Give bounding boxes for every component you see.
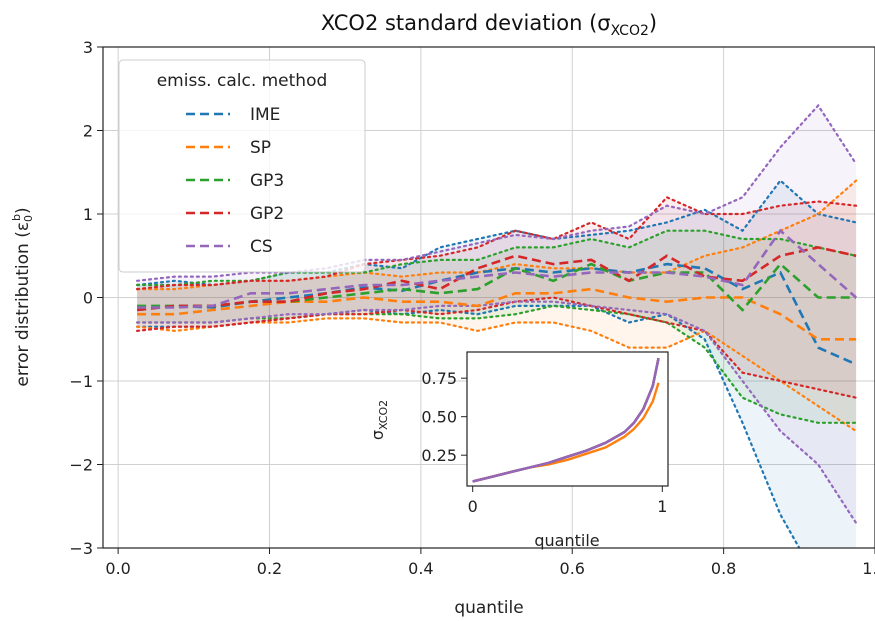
inset-y-tick-label: 0.25 — [421, 446, 457, 465]
inset-background — [467, 352, 668, 486]
x-tick-label: 1.0 — [862, 559, 875, 578]
legend-frame — [118, 59, 366, 273]
upper-line-gp2 — [136, 195, 858, 291]
band-gp2 — [137, 197, 857, 398]
band-cs — [137, 105, 857, 523]
legend-label-gp2: GP2 — [250, 204, 284, 224]
x-tick-label: 0.4 — [408, 559, 433, 578]
y-tick-label: −1 — [69, 372, 93, 391]
y-tick-label: −3 — [69, 539, 93, 558]
lower-line-cs — [136, 300, 858, 525]
x-tick-label: 0.2 — [257, 559, 282, 578]
inset-axes-frame — [466, 351, 669, 487]
x-tick-label: 0.0 — [105, 559, 130, 578]
inset-line-cs — [472, 357, 660, 483]
legend-title: emiss. calc. method — [157, 71, 328, 91]
inset-x-tick-label: 0 — [468, 497, 478, 516]
main-ticks: 0.0 0.2 0.4 0.6 0.8 1.0 −3 −2 −1 0 1 2 3 — [69, 38, 875, 578]
legend: emiss. calc. method IME SP GP3 GP2 CS — [118, 59, 366, 273]
y-tick-label: 0 — [83, 289, 93, 308]
x-tick-label: 0.8 — [711, 559, 736, 578]
x-tick-label: 0.6 — [560, 559, 585, 578]
inset-x-axis-label: quantile — [534, 531, 599, 550]
legend-label-sp: SP — [250, 138, 271, 158]
x-axis-label: quantile — [454, 598, 523, 618]
legend-label-cs: CS — [250, 237, 273, 257]
median-line-cs — [137, 228, 857, 309]
inset-x-tick-label: 1 — [657, 497, 667, 516]
median-line-gp2 — [136, 246, 857, 312]
chart-title: XCO2 standard deviation (σXCO2) — [321, 11, 657, 39]
y-tick-label: −2 — [69, 456, 93, 475]
upper-line-gp3 — [136, 229, 858, 287]
inset-y-tick-label: 0.50 — [421, 408, 457, 427]
inset-chart: 0 1 0.25 0.50 0.75 quantile σXCO2 — [368, 351, 669, 550]
lower-line-gp2 — [136, 296, 858, 399]
band-ime — [137, 180, 857, 548]
y-tick-label: 2 — [83, 122, 93, 141]
y-tick-label: 3 — [83, 38, 93, 57]
legend-label-ime: IME — [250, 105, 280, 125]
inset-y-tick-label: 0.75 — [421, 369, 457, 388]
legend-label-gp3: GP3 — [250, 171, 284, 191]
y-tick-label: 1 — [83, 205, 93, 224]
inset-y-axis-label: σXCO2 — [368, 400, 390, 440]
median-line-sp — [137, 287, 857, 341]
y-axis-label: error distribution (ε0b) — [10, 207, 35, 386]
